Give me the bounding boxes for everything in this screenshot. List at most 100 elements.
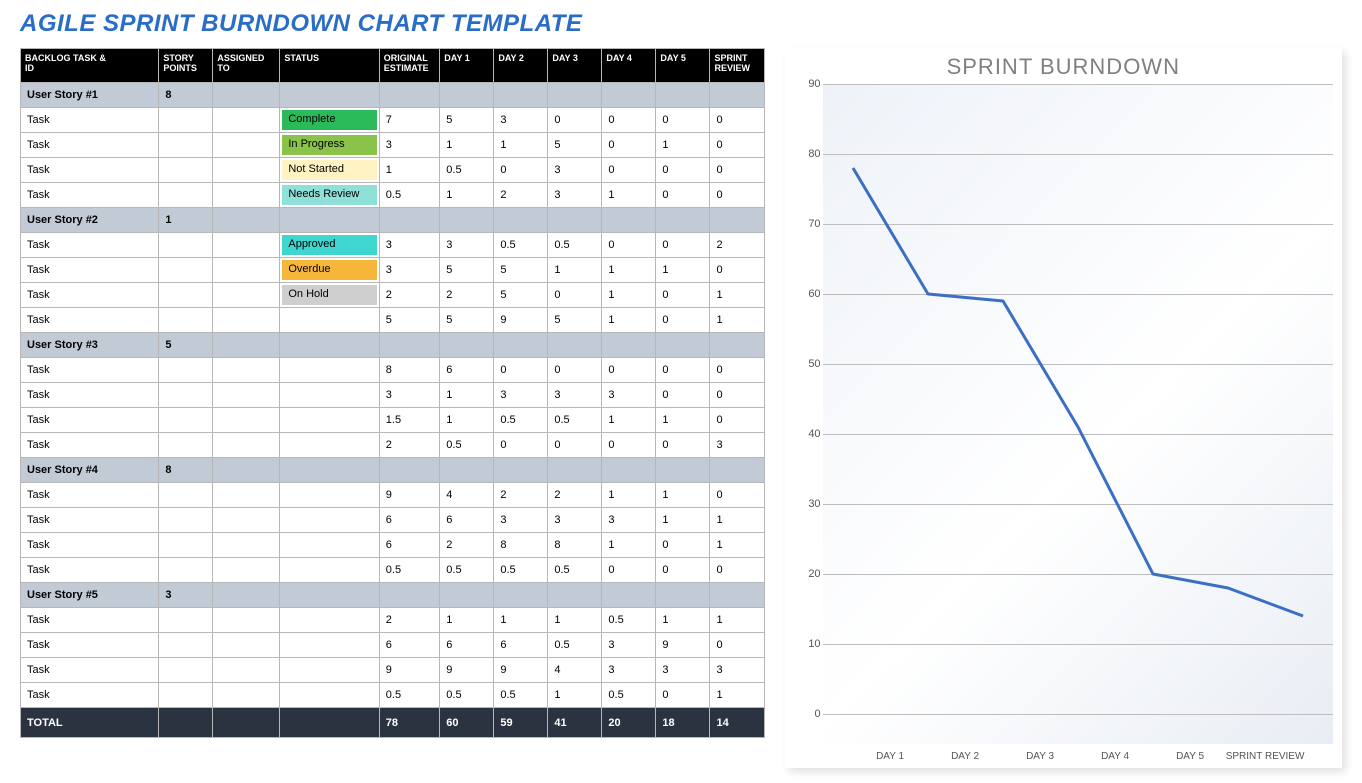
- table-cell: Task: [21, 233, 159, 258]
- table-cell: 0: [710, 408, 764, 433]
- table-cell: [548, 458, 602, 483]
- table-cell: 0.5: [494, 233, 548, 258]
- table-cell: 0.5: [494, 408, 548, 433]
- table-cell: 3: [494, 508, 548, 533]
- table-cell: 14: [710, 708, 764, 738]
- table-header: ORIGINALESTIMATE: [379, 49, 440, 83]
- table-cell: [159, 358, 213, 383]
- table-cell: 1: [656, 258, 710, 283]
- table-cell: 2: [379, 283, 440, 308]
- table-cell: 1: [159, 208, 213, 233]
- table-cell: [548, 83, 602, 108]
- table-row: TOTAL78605941201814: [21, 708, 765, 738]
- table-cell: [710, 458, 764, 483]
- table-cell: 9: [494, 658, 548, 683]
- table-cell: [494, 583, 548, 608]
- table-cell: Task: [21, 533, 159, 558]
- table-cell: 9: [440, 658, 494, 683]
- table-cell: Task: [21, 158, 159, 183]
- table-row: Task0.50.50.510.501: [21, 683, 765, 708]
- table-cell: 5: [440, 308, 494, 333]
- table-cell: [159, 508, 213, 533]
- table-cell: 1: [710, 508, 764, 533]
- chart-title: SPRINT BURNDOWN: [785, 54, 1342, 80]
- table-cell: 1: [602, 483, 656, 508]
- table-row: TaskNot Started10.503000: [21, 158, 765, 183]
- table-row: Task9994333: [21, 658, 765, 683]
- status-cell: [280, 433, 379, 458]
- table-cell: 4: [440, 483, 494, 508]
- table-cell: 9: [379, 483, 440, 508]
- table-cell: Task: [21, 608, 159, 633]
- chart-y-tick: 0: [799, 708, 821, 720]
- table-cell: 0.5: [548, 558, 602, 583]
- table-cell: [213, 433, 280, 458]
- table-row: Task8600000: [21, 358, 765, 383]
- table-cell: 1: [656, 133, 710, 158]
- table-cell: 3: [494, 108, 548, 133]
- table-header: ASSIGNEDTO: [213, 49, 280, 83]
- chart-line: [823, 84, 1333, 744]
- table-cell: 0: [494, 358, 548, 383]
- table-cell: 0: [656, 108, 710, 133]
- table-cell: 1: [379, 158, 440, 183]
- table-cell: 0: [656, 308, 710, 333]
- table-cell: [656, 458, 710, 483]
- table-cell: 8: [494, 533, 548, 558]
- chart-x-tick: DAY 2: [951, 751, 979, 762]
- table-cell: [213, 233, 280, 258]
- table-cell: 0.5: [379, 558, 440, 583]
- status-cell: [280, 708, 379, 738]
- table-cell: [710, 333, 764, 358]
- table-cell: 4: [548, 658, 602, 683]
- table-cell: 1.5: [379, 408, 440, 433]
- table-cell: 0: [548, 283, 602, 308]
- status-pill: Approved: [282, 235, 376, 255]
- table-cell: 0: [656, 558, 710, 583]
- table-cell: 1: [656, 483, 710, 508]
- table-cell: 6: [379, 633, 440, 658]
- table-cell: [213, 383, 280, 408]
- table-row: Task6660.5390: [21, 633, 765, 658]
- table-cell: [379, 333, 440, 358]
- table-cell: 0: [710, 258, 764, 283]
- table-cell: 3: [602, 508, 656, 533]
- chart-x-tick: DAY 4: [1101, 751, 1129, 762]
- table-row: Task0.50.50.50.5000: [21, 558, 765, 583]
- status-cell: [280, 508, 379, 533]
- table-cell: 0: [656, 183, 710, 208]
- table-cell: 0: [656, 283, 710, 308]
- table-cell: [440, 458, 494, 483]
- table-cell: Task: [21, 683, 159, 708]
- table-cell: [379, 83, 440, 108]
- table-header: BACKLOG TASK &ID: [21, 49, 159, 83]
- table-cell: 0: [710, 358, 764, 383]
- burndown-table: BACKLOG TASK &IDSTORYPOINTSASSIGNEDTOSTA…: [20, 48, 765, 768]
- table-cell: 3: [548, 158, 602, 183]
- table-cell: [602, 208, 656, 233]
- table-cell: 18: [656, 708, 710, 738]
- table-cell: [159, 708, 213, 738]
- table-cell: [159, 108, 213, 133]
- table-cell: [213, 658, 280, 683]
- table-cell: 8: [159, 458, 213, 483]
- table-cell: 0: [710, 108, 764, 133]
- table-cell: 2: [548, 483, 602, 508]
- table-cell: 3: [379, 258, 440, 283]
- table-cell: 1: [548, 683, 602, 708]
- table-cell: 0: [710, 483, 764, 508]
- table-cell: 41: [548, 708, 602, 738]
- table-cell: 3: [602, 383, 656, 408]
- table-cell: 3: [548, 508, 602, 533]
- table-header: DAY 1: [440, 49, 494, 83]
- table-cell: 0: [710, 383, 764, 408]
- table-cell: [213, 158, 280, 183]
- table-cell: 6: [379, 533, 440, 558]
- chart-y-tick: 30: [799, 498, 821, 510]
- chart-y-tick: 50: [799, 358, 821, 370]
- table-cell: 0: [602, 233, 656, 258]
- table-cell: [159, 133, 213, 158]
- table-cell: 60: [440, 708, 494, 738]
- table-cell: [213, 183, 280, 208]
- status-cell: [280, 458, 379, 483]
